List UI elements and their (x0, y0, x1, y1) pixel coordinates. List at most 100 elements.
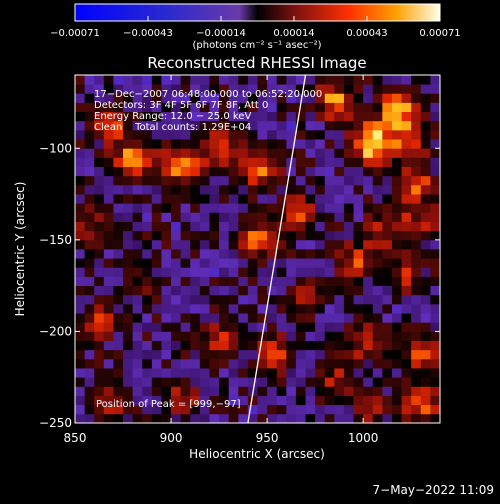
heatmap-cell (315, 331, 326, 341)
heatmap-cell (161, 331, 172, 341)
heatmap-cell (142, 395, 153, 406)
heatmap-cell (382, 203, 393, 213)
heatmap-cell (228, 322, 239, 332)
heatmap-cell (247, 249, 258, 259)
heatmap-cell (199, 349, 210, 360)
heatmap-cell (84, 184, 95, 195)
heatmap-cell (391, 313, 402, 323)
heatmap-cell (103, 258, 114, 268)
heatmap-cell (247, 395, 258, 406)
heatmap-cell (209, 276, 220, 287)
heatmap-cell (391, 285, 402, 296)
heatmap-cell (334, 349, 345, 360)
heatmap-cell (372, 331, 383, 341)
heatmap-cell (276, 285, 287, 296)
heatmap-cell (247, 276, 258, 287)
heatmap-cell (363, 294, 374, 305)
heatmap-cell (391, 75, 402, 85)
heatmap-cell (161, 166, 172, 177)
heatmap-cell (238, 276, 249, 287)
heatmap-cell (219, 166, 230, 177)
heatmap-cell (123, 377, 134, 387)
heatmap-cell (391, 322, 402, 332)
heatmap-cell (103, 148, 114, 158)
heatmap-cell (343, 358, 354, 369)
heatmap-cell (286, 358, 297, 369)
heatmap-cell (420, 230, 431, 241)
heatmap-cell (334, 404, 345, 415)
heatmap-cell (267, 75, 278, 85)
heatmap-cell (151, 102, 162, 113)
heatmap-cell (372, 303, 383, 314)
heatmap-cell (94, 294, 105, 305)
heatmap-cell (305, 349, 316, 360)
heatmap-cell (228, 285, 239, 296)
heatmap-cell (180, 331, 191, 341)
heatmap-cell (305, 75, 316, 85)
heatmap-cell (113, 111, 124, 122)
heatmap-cell (228, 212, 239, 222)
heatmap-cell (286, 203, 297, 213)
heatmap-cell (430, 377, 440, 387)
heatmap-cell (401, 157, 412, 167)
heatmap-cell (430, 331, 440, 341)
heatmap-cell (401, 84, 412, 94)
heatmap-cell (171, 331, 182, 341)
heatmap-cell (238, 285, 249, 296)
heatmap-cell (267, 349, 278, 360)
heatmap-cell (430, 386, 440, 396)
heatmap-cell (324, 395, 335, 406)
heatmap-cell (334, 148, 345, 158)
heatmap-cell (142, 249, 153, 259)
heatmap-cell (353, 111, 364, 122)
heatmap-cell (161, 377, 172, 387)
heatmap-cell (315, 93, 326, 103)
heatmap-cell (180, 267, 191, 277)
heatmap-cell (391, 377, 402, 387)
heatmap-cell (209, 267, 220, 277)
heatmap-cell (238, 120, 249, 131)
heatmap-cell (363, 194, 374, 204)
heatmap-cell (305, 276, 316, 287)
heatmap-cell (343, 194, 354, 204)
heatmap-cell (411, 148, 422, 158)
heatmap-cell (305, 303, 316, 314)
x-tick-label: 1000 (348, 431, 379, 445)
heatmap-cell (295, 175, 306, 186)
heatmap-cell (161, 285, 172, 296)
heatmap-cell (343, 404, 354, 415)
heatmap-cell (295, 349, 306, 360)
heatmap-cell (430, 294, 440, 305)
heatmap-cell (257, 285, 268, 296)
heatmap-cell (315, 75, 326, 85)
heatmap-cell (430, 349, 440, 360)
heatmap-cell (151, 249, 162, 259)
heatmap-cell (411, 331, 422, 341)
heatmap-cell (94, 221, 105, 232)
heatmap-cell (190, 75, 201, 85)
heatmap-cell (420, 349, 431, 360)
heatmap-cell (247, 313, 258, 323)
heatmap-cell (103, 93, 114, 103)
heatmap-cell (199, 166, 210, 177)
heatmap-cell (276, 75, 287, 85)
heatmap-cell (391, 358, 402, 369)
heatmap-cell (295, 194, 306, 204)
heatmap-cell (161, 129, 172, 140)
heatmap-cell (343, 276, 354, 287)
heatmap-cell (315, 258, 326, 268)
heatmap-cell (113, 331, 124, 341)
heatmap-cell (305, 377, 316, 387)
heatmap-cell (228, 377, 239, 387)
x-axis-ticks: 850 900 950 1000 (64, 75, 379, 445)
heatmap-cell (353, 303, 364, 314)
heatmap-cell (209, 331, 220, 341)
heatmap-cell (315, 120, 326, 131)
heatmap-cell (180, 148, 191, 158)
heatmap-cell (180, 221, 191, 232)
heatmap-cell (219, 221, 230, 232)
heatmap-cell (334, 212, 345, 222)
heatmap-cell (382, 230, 393, 241)
heatmap-cell (247, 303, 258, 314)
heatmap-cell (430, 139, 440, 149)
